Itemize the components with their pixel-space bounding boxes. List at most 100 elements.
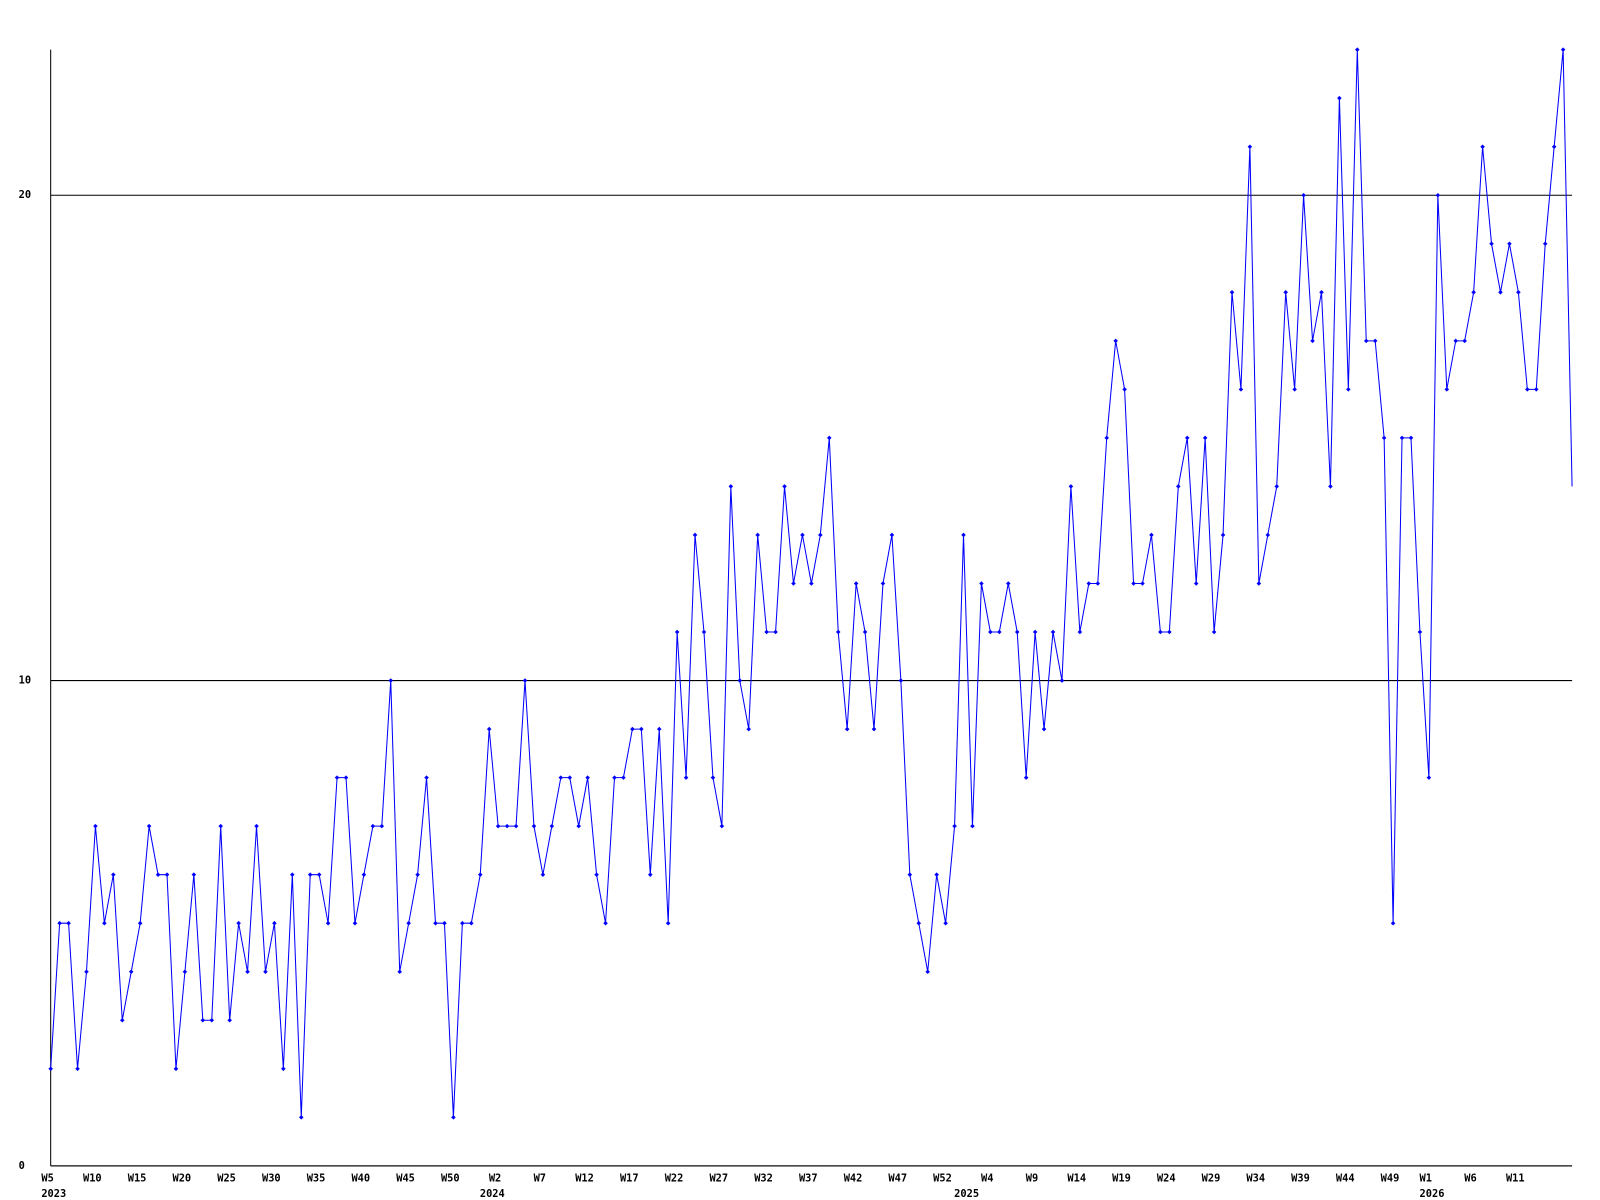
marker xyxy=(549,823,555,829)
x-tick-label: W29 xyxy=(1202,1172,1221,1184)
marker xyxy=(1301,192,1306,198)
marker xyxy=(862,629,868,635)
marker xyxy=(880,581,886,586)
marker xyxy=(1274,484,1280,489)
marker xyxy=(719,823,725,829)
marker xyxy=(477,872,483,877)
marker xyxy=(469,920,474,926)
x-tick-label: W30 xyxy=(262,1172,281,1184)
x-tick-label: W25 xyxy=(217,1172,236,1184)
marker xyxy=(66,920,71,926)
x-tick-label: W50 xyxy=(441,1172,460,1184)
marker xyxy=(209,1017,215,1023)
marker xyxy=(397,969,402,975)
x-tick-label: W11 xyxy=(1506,1172,1525,1184)
marker xyxy=(674,629,680,635)
marker xyxy=(1229,290,1235,295)
marker xyxy=(692,532,698,538)
marker xyxy=(594,872,599,877)
x-tick-label: W14 xyxy=(1067,1172,1086,1184)
x-tick-label: W1 xyxy=(1420,1172,1432,1184)
marker xyxy=(352,920,358,926)
marker xyxy=(1158,629,1163,635)
marker xyxy=(773,629,778,635)
marker xyxy=(424,775,429,780)
marker xyxy=(1095,581,1101,586)
marker xyxy=(495,823,501,829)
marker xyxy=(1319,290,1324,295)
x-tick-label: W12 xyxy=(575,1172,594,1184)
marker xyxy=(1014,629,1020,635)
marker xyxy=(272,920,277,926)
marker xyxy=(952,823,957,829)
x-year-label: 2024 xyxy=(480,1188,505,1200)
marker xyxy=(1462,338,1467,344)
marker xyxy=(728,484,734,489)
x-tick-label: W45 xyxy=(396,1172,415,1184)
marker xyxy=(701,629,707,635)
marker xyxy=(442,920,447,926)
marker xyxy=(656,726,662,732)
marker xyxy=(1122,387,1127,392)
marker xyxy=(227,1017,232,1023)
y-tick-label: 0 xyxy=(19,1160,25,1172)
marker xyxy=(513,823,519,829)
marker xyxy=(871,726,877,732)
marker xyxy=(576,823,581,829)
marker xyxy=(1032,629,1038,635)
marker xyxy=(648,872,653,877)
marker xyxy=(540,872,546,877)
marker xyxy=(925,969,930,975)
marker xyxy=(827,435,832,441)
x-tick-label: W5 xyxy=(41,1172,53,1184)
marker xyxy=(1390,920,1396,926)
marker xyxy=(764,629,769,635)
marker xyxy=(1551,144,1557,149)
marker xyxy=(1256,581,1262,586)
marker xyxy=(665,920,671,926)
marker xyxy=(1328,484,1333,489)
marker xyxy=(460,920,465,926)
marker xyxy=(281,1066,286,1072)
x-tick-label: W2 xyxy=(489,1172,501,1184)
marker xyxy=(1059,678,1065,683)
marker xyxy=(1471,290,1476,295)
marker xyxy=(48,1066,53,1072)
marker xyxy=(934,872,939,877)
marker xyxy=(907,872,913,877)
marker xyxy=(1408,435,1414,441)
x-tick-label: W19 xyxy=(1112,1172,1131,1184)
marker xyxy=(916,920,922,926)
marker xyxy=(1346,387,1351,392)
marker xyxy=(57,920,62,926)
marker xyxy=(93,823,98,829)
marker xyxy=(1050,629,1056,635)
marker xyxy=(818,532,823,538)
marker xyxy=(191,872,197,877)
marker xyxy=(1489,241,1494,247)
marker xyxy=(1507,241,1512,247)
marker xyxy=(388,678,394,683)
marker xyxy=(1104,435,1109,441)
x-tick-label: W24 xyxy=(1157,1172,1176,1184)
x-tick-label: W10 xyxy=(83,1172,102,1184)
marker xyxy=(1542,241,1548,247)
marker xyxy=(1086,581,1092,586)
marker xyxy=(1453,338,1459,344)
x-year-label: 2025 xyxy=(954,1188,979,1200)
x-tick-label: W47 xyxy=(888,1172,907,1184)
marker xyxy=(710,775,716,780)
marker xyxy=(1480,144,1485,149)
marker xyxy=(558,775,564,780)
marker xyxy=(1435,192,1441,198)
x-tick-label: W15 xyxy=(128,1172,147,1184)
marker xyxy=(961,532,966,538)
marker xyxy=(1005,581,1011,586)
x-tick-label: W6 xyxy=(1464,1172,1476,1184)
marker xyxy=(943,920,948,926)
x-tick-label: W40 xyxy=(351,1172,370,1184)
marker xyxy=(1399,435,1405,441)
marker xyxy=(889,532,895,538)
